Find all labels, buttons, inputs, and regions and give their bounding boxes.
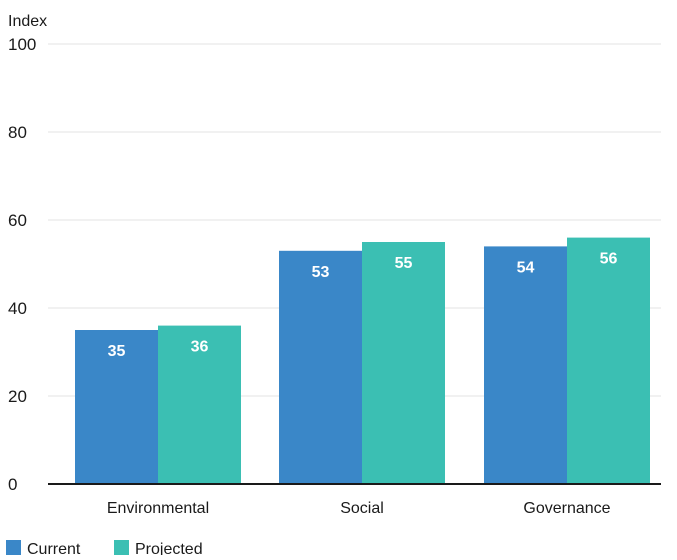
bar-current-social <box>279 250 362 484</box>
legend-label-projected: Projected <box>135 541 203 555</box>
y-tick-label: 0 <box>8 475 17 494</box>
data-label: 54 <box>517 259 535 276</box>
y-tick-label: 20 <box>8 387 27 406</box>
x-category-label: Governance <box>523 500 610 517</box>
data-label: 56 <box>600 251 618 268</box>
y-axis-unit-label: Index <box>8 13 47 30</box>
legend: Current Projected <box>6 540 203 558</box>
y-tick-label: 60 <box>8 211 27 230</box>
legend-swatch-projected <box>114 540 129 555</box>
bar-current-environmental <box>75 330 158 484</box>
bar-projected-environmental <box>158 325 241 484</box>
bar-projected-governance <box>567 237 650 484</box>
legend-swatch-current <box>6 540 21 555</box>
data-label: 36 <box>191 339 209 356</box>
data-label: 53 <box>312 264 330 281</box>
y-tick-label: 100 <box>8 35 36 54</box>
data-labels: 35 36 53 55 54 56 <box>108 251 618 360</box>
y-axis-ticks: 0 20 40 60 80 100 <box>8 35 36 494</box>
x-category-label: Environmental <box>107 500 209 517</box>
bar-projected-social <box>362 242 445 484</box>
data-label: 35 <box>108 343 126 360</box>
y-tick-label: 40 <box>8 299 27 318</box>
bar-current-governance <box>484 246 567 484</box>
data-label: 55 <box>395 255 413 272</box>
bars <box>75 237 650 484</box>
x-category-label: Social <box>340 500 384 517</box>
y-tick-label: 80 <box>8 123 27 142</box>
legend-label-current: Current <box>27 541 81 555</box>
x-axis-categories: Environmental Social Governance <box>107 500 611 517</box>
